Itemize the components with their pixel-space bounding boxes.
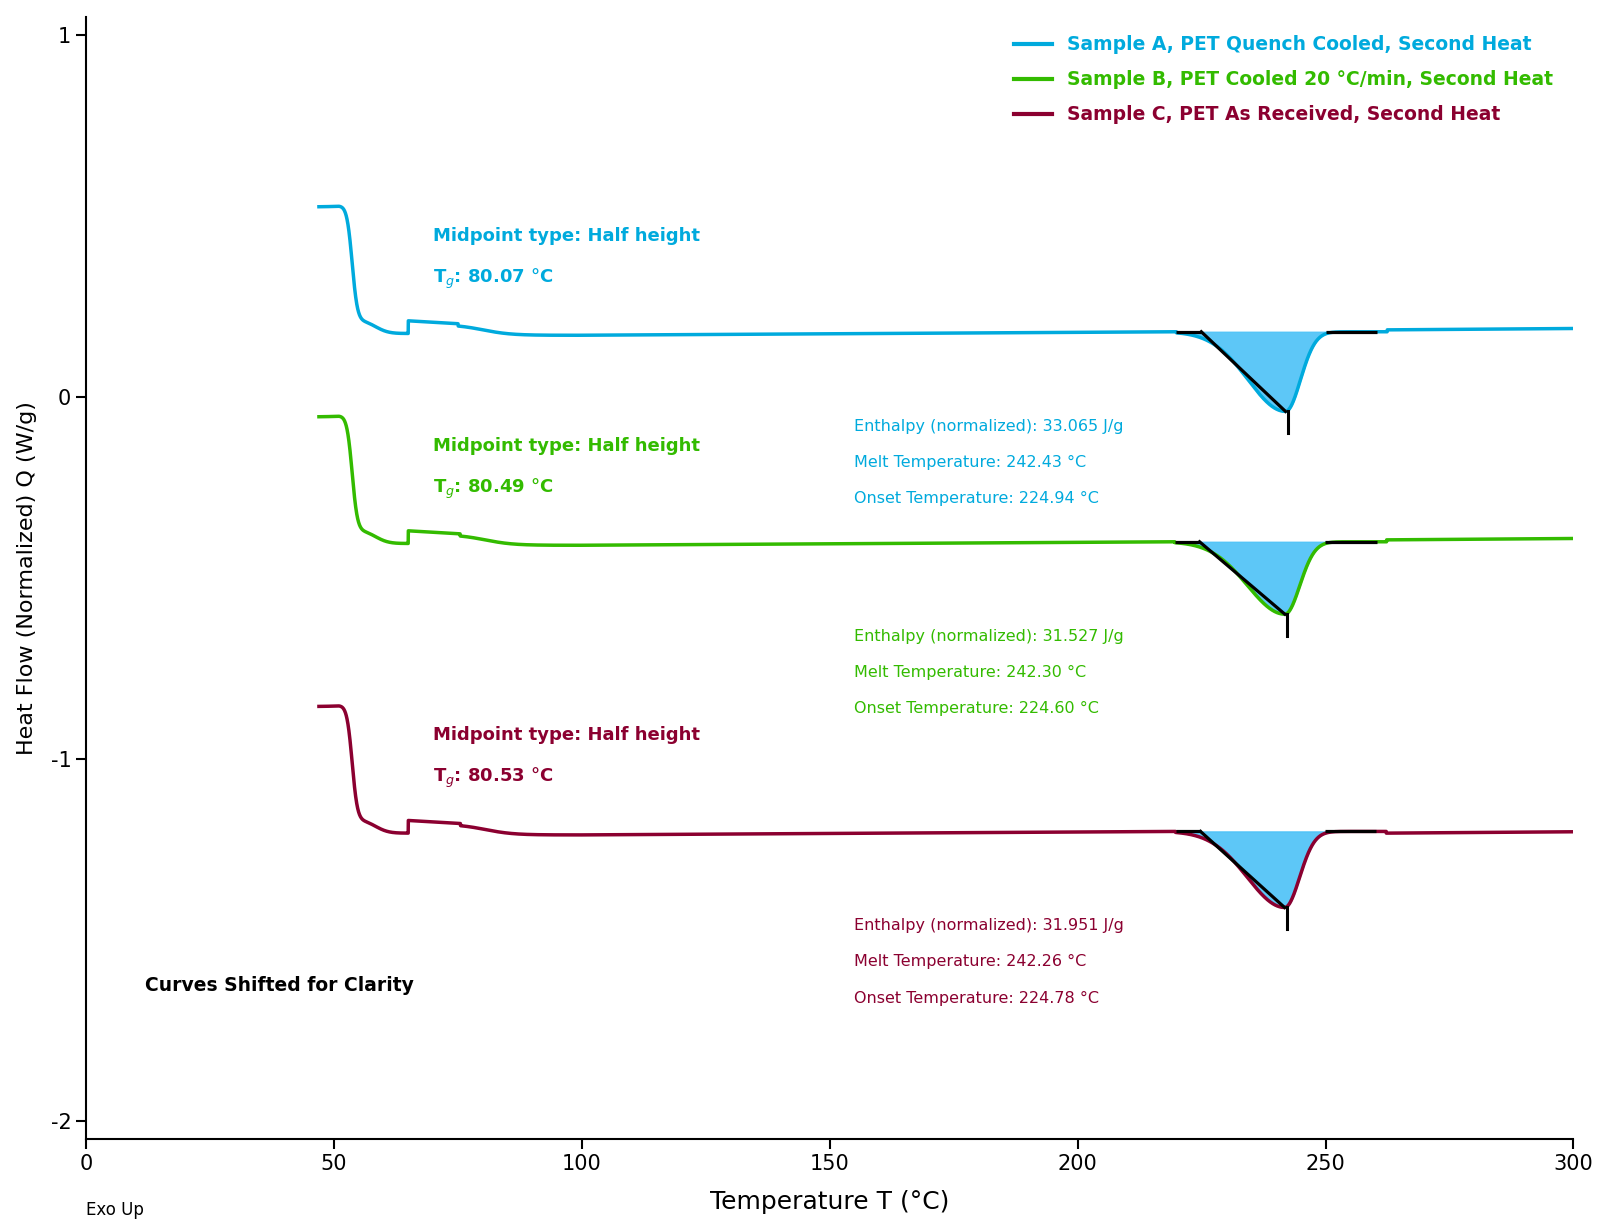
Text: Enthalpy (normalized): 33.065 J/g: Enthalpy (normalized): 33.065 J/g — [855, 419, 1124, 433]
Text: Enthalpy (normalized): 31.951 J/g: Enthalpy (normalized): 31.951 J/g — [855, 918, 1124, 933]
Text: Melt Temperature: 242.43 °C: Melt Temperature: 242.43 °C — [855, 454, 1087, 470]
Text: Midpoint type: Half height: Midpoint type: Half height — [433, 726, 700, 745]
Text: Midpoint type: Half height: Midpoint type: Half height — [433, 437, 700, 454]
Text: Exo Up: Exo Up — [85, 1200, 143, 1219]
X-axis label: Temperature T (°C): Temperature T (°C) — [710, 1190, 950, 1214]
Text: T$_g$: 80.07 °C: T$_g$: 80.07 °C — [433, 266, 554, 291]
Text: Melt Temperature: 242.26 °C: Melt Temperature: 242.26 °C — [855, 954, 1087, 970]
Text: Enthalpy (normalized): 31.527 J/g: Enthalpy (normalized): 31.527 J/g — [855, 629, 1124, 644]
Text: Onset Temperature: 224.94 °C: Onset Temperature: 224.94 °C — [855, 491, 1100, 506]
Text: T$_g$: 80.49 °C: T$_g$: 80.49 °C — [433, 476, 554, 501]
Text: Onset Temperature: 224.78 °C: Onset Temperature: 224.78 °C — [855, 991, 1100, 1006]
Text: Melt Temperature: 242.30 °C: Melt Temperature: 242.30 °C — [855, 665, 1087, 680]
Y-axis label: Heat Flow (Normalized) Q (W/g): Heat Flow (Normalized) Q (W/g) — [16, 401, 37, 755]
Text: Midpoint type: Half height: Midpoint type: Half height — [433, 227, 700, 245]
Text: Curves Shifted for Clarity: Curves Shifted for Clarity — [145, 976, 414, 995]
Text: Onset Temperature: 224.60 °C: Onset Temperature: 224.60 °C — [855, 700, 1100, 716]
Legend: Sample A, PET Quench Cooled, Second Heat, Sample B, PET Cooled 20 °C/min, Second: Sample A, PET Quench Cooled, Second Heat… — [1006, 28, 1560, 132]
Text: T$_g$: 80.53 °C: T$_g$: 80.53 °C — [433, 766, 554, 790]
